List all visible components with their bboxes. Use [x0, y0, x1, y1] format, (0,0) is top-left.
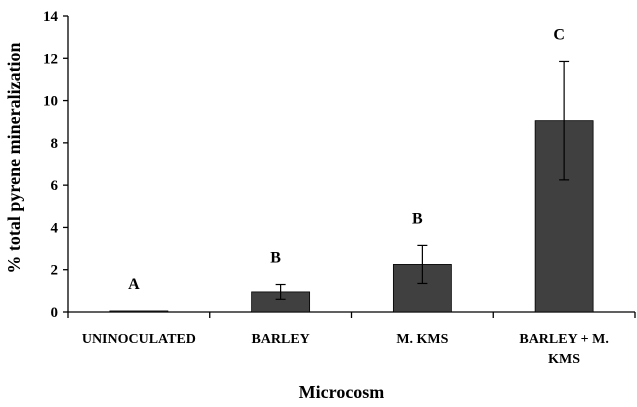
error-bars: [275, 60, 570, 300]
category-label: BARLEY + M.: [519, 332, 609, 347]
significance-label: B: [412, 210, 423, 227]
significance-label: B: [270, 250, 281, 267]
y-tick-label: 6: [51, 178, 59, 194]
bars: [109, 120, 594, 313]
category-label: BARLEY: [251, 332, 309, 347]
x-ticks: [67, 312, 636, 318]
y-axis-title: % total pyrene mineralization: [4, 42, 24, 273]
significance-label: A: [128, 276, 140, 293]
bar: [109, 310, 169, 313]
significance-label: C: [553, 26, 565, 43]
category-label: M. KMS: [396, 332, 448, 347]
category-label: KMS: [548, 352, 580, 367]
y-ticks: 0 2 4 6 8 10 12 14: [43, 9, 68, 321]
category-labels: UNINOCULATED BARLEY M. KMS BARLEY + M. KMS: [82, 332, 609, 367]
y-tick-label: 12: [43, 51, 58, 67]
y-tick-label: 14: [43, 9, 59, 25]
y-tick-label: 8: [51, 136, 59, 152]
y-axis: 0 2 4 6 8 10 12 14: [43, 9, 69, 321]
category-label: UNINOCULATED: [82, 332, 196, 347]
y-tick-label: 4: [51, 220, 59, 236]
x-axis: [67, 311, 636, 318]
y-tick-label: 0: [51, 305, 59, 321]
y-tick-label: 10: [43, 94, 58, 110]
y-tick-label: 2: [51, 263, 59, 279]
x-axis-title: Microcosm: [299, 382, 385, 402]
significance-labels: A B B C: [128, 26, 565, 292]
